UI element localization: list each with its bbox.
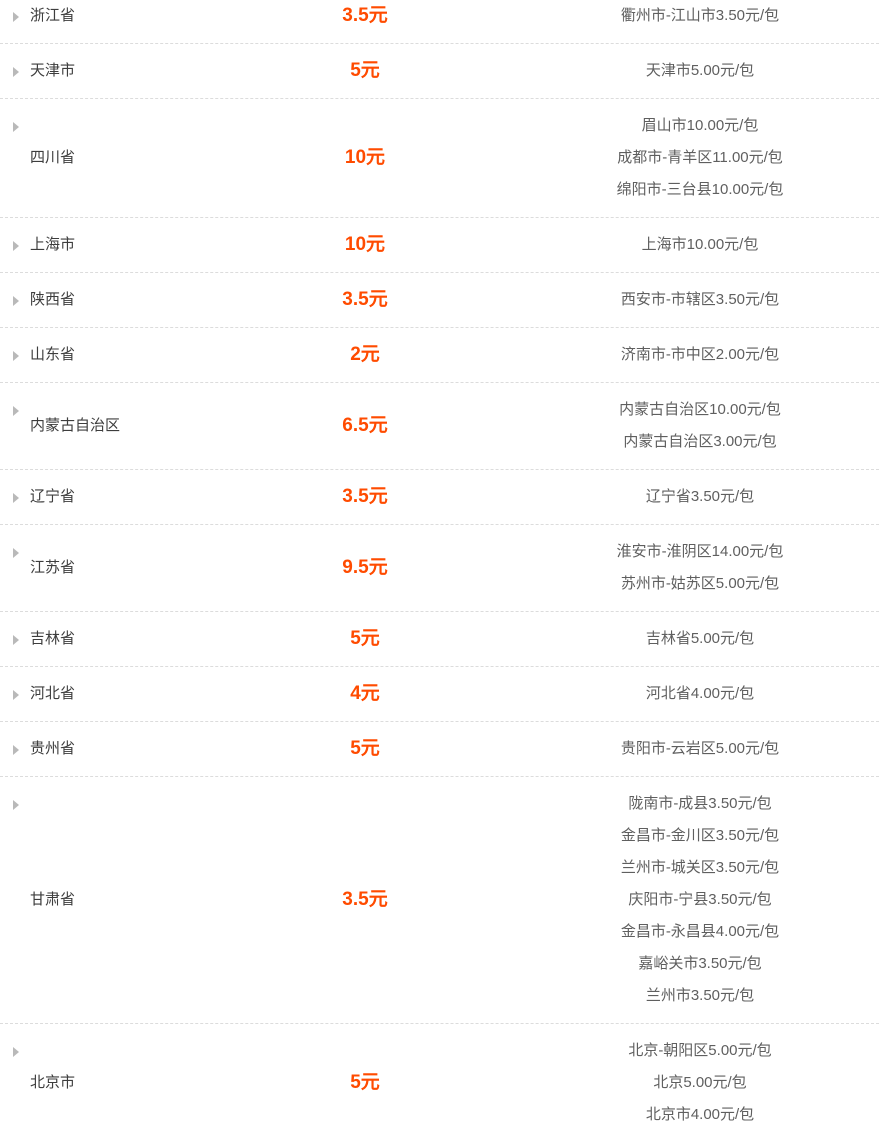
detail-line: 上海市10.00元/包 xyxy=(641,236,759,253)
detail-list: 济南市-市中区2.00元/包 xyxy=(430,339,879,371)
province-price: 5元 xyxy=(350,738,380,759)
table-row[interactable]: 甘肃省 3.5元 陇南市-成县3.50元/包 金昌市-金川区3.50元/包 兰州市-… xyxy=(0,777,879,1024)
province-name: 江苏省 xyxy=(30,559,76,576)
province-name: 天津市 xyxy=(30,62,76,79)
detail-line: 吉林省5.00元/包 xyxy=(645,630,755,647)
province-price: 4元 xyxy=(350,683,380,704)
detail-list: 贵阳市-云岩区5.00元/包 xyxy=(430,733,879,765)
detail-list: 辽宁省3.50元/包 xyxy=(430,481,879,513)
expand-caret-icon[interactable] xyxy=(13,12,19,22)
detail-list: 内蒙古自治区10.00元/包 内蒙古自治区3.00元/包 xyxy=(430,394,879,458)
expand-caret-icon[interactable] xyxy=(13,800,19,810)
expand-caret-icon[interactable] xyxy=(13,548,19,558)
expand-caret-icon[interactable] xyxy=(13,690,19,700)
province-price: 5元 xyxy=(350,60,380,81)
expand-caret-icon[interactable] xyxy=(13,635,19,645)
detail-line: 北京5.00元/包 xyxy=(653,1074,747,1091)
province-price: 5元 xyxy=(350,628,380,649)
detail-line: 眉山市10.00元/包 xyxy=(641,117,759,134)
detail-line: 内蒙古自治区10.00元/包 xyxy=(619,401,781,418)
province-name: 四川省 xyxy=(30,149,76,166)
expand-caret-icon[interactable] xyxy=(13,122,19,132)
province-name: 山东省 xyxy=(30,346,76,363)
detail-line: 内蒙古自治区3.00元/包 xyxy=(623,433,777,450)
province-name: 贵州省 xyxy=(30,740,76,757)
table-row[interactable]: 吉林省 5元 吉林省5.00元/包 xyxy=(0,612,879,667)
detail-list: 河北省4.00元/包 xyxy=(430,678,879,710)
province-price: 3.5元 xyxy=(342,5,388,26)
expand-caret-icon[interactable] xyxy=(13,241,19,251)
expand-caret-icon[interactable] xyxy=(13,1047,19,1057)
expand-caret-icon[interactable] xyxy=(13,406,19,416)
expand-caret-icon[interactable] xyxy=(13,67,19,77)
province-price: 3.5元 xyxy=(342,486,388,507)
detail-line: 济南市-市中区2.00元/包 xyxy=(620,346,780,363)
detail-line: 淮安市-淮阴区14.00元/包 xyxy=(616,543,784,560)
detail-line: 北京-朝阳区5.00元/包 xyxy=(628,1042,772,1059)
table-row[interactable]: 河北省 4元 河北省4.00元/包 xyxy=(0,667,879,722)
table-row[interactable]: 陕西省 3.5元 西安市-市辖区3.50元/包 xyxy=(0,273,879,328)
province-name: 甘肃省 xyxy=(30,891,76,908)
province-name: 浙江省 xyxy=(30,7,76,24)
expand-caret-icon[interactable] xyxy=(13,351,19,361)
detail-line: 苏州市-姑苏区5.00元/包 xyxy=(620,575,780,592)
province-price: 10元 xyxy=(344,234,386,255)
detail-line: 河北省4.00元/包 xyxy=(645,685,755,702)
detail-line: 嘉峪关市3.50元/包 xyxy=(638,955,762,972)
province-name: 陕西省 xyxy=(30,291,76,308)
expand-caret-icon[interactable] xyxy=(13,745,19,755)
detail-line: 陇南市-成县3.50元/包 xyxy=(628,795,772,812)
detail-list: 淮安市-淮阴区14.00元/包 苏州市-姑苏区5.00元/包 xyxy=(430,536,879,600)
detail-list: 衢州市-江山市3.50元/包 xyxy=(430,0,879,32)
detail-list: 眉山市10.00元/包成都市-青羊区11.00元/包 绵阳市-三台县10.00元/… xyxy=(430,110,879,206)
province-name: 吉林省 xyxy=(30,630,76,647)
province-price: 3.5元 xyxy=(342,889,388,910)
province-name: 北京市 xyxy=(30,1074,76,1091)
province-name: 河北省 xyxy=(30,685,76,702)
table-row[interactable]: 天津市 5元 天津市5.00元/包 xyxy=(0,44,879,99)
table-row[interactable]: 上海市 10元 上海市10.00元/包 xyxy=(0,218,879,273)
province-price: 6.5元 xyxy=(342,415,388,436)
table-row[interactable]: 辽宁省 3.5元 辽宁省3.50元/包 xyxy=(0,470,879,525)
province-name: 上海市 xyxy=(30,236,76,253)
table-row[interactable]: 浙江省 3.5元 衢州市-江山市3.50元/包 xyxy=(0,0,879,44)
detail-list: 陇南市-成县3.50元/包 金昌市-金川区3.50元/包 兰州市-城关区3.50元/… xyxy=(430,788,879,1012)
detail-line: 辽宁省3.50元/包 xyxy=(645,488,755,505)
province-price: 9.5元 xyxy=(342,557,388,578)
province-name: 内蒙古自治区 xyxy=(30,417,121,434)
table-row[interactable]: 四川省 10元 眉山市10.00元/包成都市-青羊区11.00元/包 绵阳市-三台… xyxy=(0,99,879,218)
expand-caret-icon[interactable] xyxy=(13,493,19,503)
table-row[interactable]: 内蒙古自治区 6.5元 内蒙古自治区10.00元/包 内蒙古自治区3.00元/包 xyxy=(0,383,879,470)
province-price: 5元 xyxy=(350,1072,380,1093)
detail-list: 西安市-市辖区3.50元/包 xyxy=(430,284,879,316)
table-row[interactable]: 江苏省 9.5元 淮安市-淮阴区14.00元/包 苏州市-姑苏区5.00元/包 xyxy=(0,525,879,612)
detail-line: 成都市-青羊区11.00元/包 xyxy=(617,149,783,166)
province-price: 10元 xyxy=(344,147,386,168)
province-price: 3.5元 xyxy=(342,289,388,310)
expand-caret-icon[interactable] xyxy=(13,296,19,306)
detail-line: 兰州市-城关区3.50元/包 xyxy=(620,859,780,876)
detail-line: 绵阳市-三台县10.00元/包 xyxy=(616,181,784,198)
detail-line: 贵阳市-云岩区5.00元/包 xyxy=(620,740,780,757)
detail-list: 北京-朝阳区5.00元/包 北京5.00元/包 北京市4.00元/包 xyxy=(430,1035,879,1131)
table-row[interactable]: 贵州省 5元 贵阳市-云岩区5.00元/包 xyxy=(0,722,879,777)
province-price: 2元 xyxy=(350,344,380,365)
detail-line: 西安市-市辖区3.50元/包 xyxy=(620,291,780,308)
table-row[interactable]: 山东省 2元 济南市-市中区2.00元/包 xyxy=(0,328,879,383)
detail-list: 天津市5.00元/包 xyxy=(430,55,879,87)
detail-line: 北京市4.00元/包 xyxy=(645,1106,755,1123)
detail-line: 金昌市-金川区3.50元/包 xyxy=(620,827,780,844)
table-row[interactable]: 北京市 5元 北京-朝阳区5.00元/包 北京5.00元/包 北京市4.00元/包 xyxy=(0,1024,879,1133)
province-name: 辽宁省 xyxy=(30,488,76,505)
detail-line: 金昌市-永昌县4.00元/包 xyxy=(620,923,780,940)
detail-list: 上海市10.00元/包 xyxy=(430,229,879,261)
detail-line: 兰州市3.50元/包 xyxy=(645,987,755,1004)
detail-line: 衢州市-江山市3.50元/包 xyxy=(620,7,780,24)
detail-line: 天津市5.00元/包 xyxy=(645,62,755,79)
detail-list: 吉林省5.00元/包 xyxy=(430,623,879,655)
detail-line: 庆阳市-宁县3.50元/包 xyxy=(628,891,772,908)
